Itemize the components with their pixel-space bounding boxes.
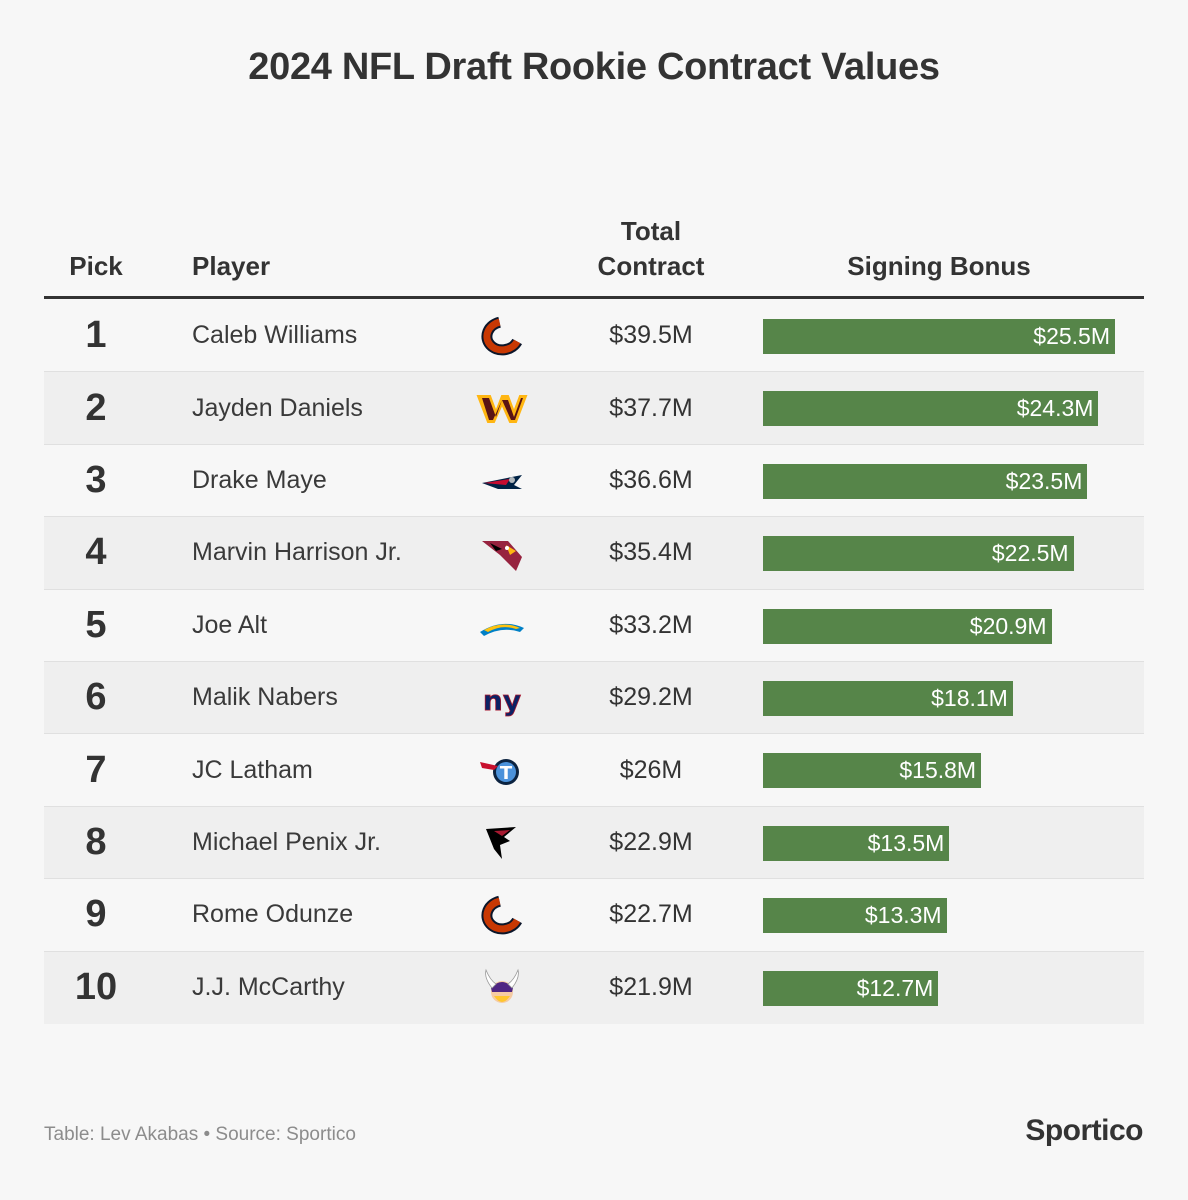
pick-number: 6 bbox=[85, 676, 107, 719]
cardinals-logo-icon bbox=[476, 531, 528, 575]
header-signing-bonus: Signing Bonus bbox=[847, 251, 1031, 281]
signing-bonus-bar: $24.3M bbox=[763, 391, 1099, 427]
table-row: 3 Drake Maye $36.6M $23.5M bbox=[44, 445, 1144, 518]
pick-number: 5 bbox=[85, 603, 107, 646]
signing-bonus-bar: $13.5M bbox=[763, 825, 950, 861]
patriots-logo-icon bbox=[476, 459, 528, 503]
table-row: 7 JC Latham T $26M $15.8M bbox=[44, 734, 1144, 807]
signing-bonus-bar: $18.1M bbox=[763, 680, 1013, 716]
player-name: Joe Alt bbox=[192, 610, 268, 639]
giants-logo-icon: ny bbox=[476, 676, 528, 720]
signing-bonus-bar: $15.8M bbox=[763, 753, 982, 789]
signing-bonus-bar: $20.9M bbox=[763, 608, 1052, 644]
player-name: Rome Odunze bbox=[192, 900, 354, 929]
pick-number: 2 bbox=[85, 386, 107, 429]
signing-bonus-bar: $13.3M bbox=[763, 898, 947, 934]
header-player: Player bbox=[192, 251, 271, 281]
table-body: 1 Caleb Williams $39.5M $25.5M 2 Jayden Danie… bbox=[44, 300, 1144, 1024]
table-row: 8 Michael Penix Jr. $22.9M $13.5M bbox=[44, 806, 1144, 880]
signing-bonus-label: $25.5M bbox=[1033, 323, 1110, 349]
falcons-logo-icon bbox=[476, 821, 528, 865]
total-contract-value: $33.2M bbox=[609, 610, 693, 639]
total-contract-value: $29.2M bbox=[609, 683, 693, 712]
footer-credit: Table: Lev Akabas • Source: Sportico bbox=[44, 1124, 356, 1145]
player-name: Drake Maye bbox=[192, 465, 327, 494]
pick-number: 8 bbox=[85, 820, 107, 863]
chargers-logo-icon bbox=[476, 604, 528, 648]
player-name: J.J. McCarthy bbox=[192, 973, 345, 1002]
header-rule bbox=[44, 296, 1144, 299]
titans-logo-icon: T bbox=[476, 748, 528, 792]
signing-bonus-label: $13.5M bbox=[867, 829, 945, 856]
header-total-contract: Total Contract bbox=[566, 214, 736, 284]
pick-number: 9 bbox=[85, 893, 107, 936]
signing-bonus-bar: $22.5M bbox=[763, 536, 1074, 572]
table-row: 1 Caleb Williams $39.5M $25.5M bbox=[44, 300, 1144, 373]
total-contract-value: $22.7M bbox=[609, 900, 693, 929]
vikings-logo-icon bbox=[476, 966, 528, 1010]
pick-number: 7 bbox=[85, 748, 107, 791]
signing-bonus-label: $22.5M bbox=[991, 540, 1069, 567]
signing-bonus-label: $18.1M bbox=[931, 684, 1008, 711]
bears-logo-icon bbox=[476, 893, 528, 937]
total-contract-value: $21.9M bbox=[609, 973, 693, 1002]
signing-bonus-label: $13.3M bbox=[864, 902, 942, 929]
player-name: JC Latham bbox=[192, 755, 313, 784]
bears-logo-icon bbox=[476, 314, 528, 358]
player-name: Marvin Harrison Jr. bbox=[192, 538, 402, 567]
player-name: Caleb Williams bbox=[192, 321, 358, 350]
signing-bonus-label: $12.7M bbox=[856, 974, 934, 1001]
brand-logo: Sportico bbox=[1025, 1114, 1143, 1147]
chart-title: 2024 NFL Draft Rookie Contract Values bbox=[248, 46, 940, 88]
pick-number: 10 bbox=[74, 966, 118, 1009]
signing-bonus-bar: $23.5M bbox=[763, 463, 1088, 499]
total-contract-value: $26M bbox=[619, 755, 683, 784]
table-row: 5 Joe Alt $33.2M $20.9M bbox=[44, 590, 1144, 662]
signing-bonus-bar: $25.5M bbox=[763, 319, 1115, 354]
svg-text:T: T bbox=[500, 763, 513, 784]
pick-number: 3 bbox=[85, 458, 107, 501]
player-name: Malik Nabers bbox=[192, 683, 338, 712]
signing-bonus-label: $20.9M bbox=[969, 612, 1047, 639]
svg-text:ny: ny bbox=[483, 684, 521, 717]
total-contract-value: $22.9M bbox=[609, 827, 693, 856]
total-contract-value: $39.5M bbox=[609, 321, 693, 350]
header-pick: Pick bbox=[69, 251, 123, 281]
player-name: Jayden Daniels bbox=[192, 393, 363, 422]
player-name: Michael Penix Jr. bbox=[192, 827, 381, 856]
signing-bonus-label: $23.5M bbox=[1005, 467, 1083, 494]
total-contract-value: $36.6M bbox=[609, 465, 693, 494]
table-row: 4 Marvin Harrison Jr. $35.4M $22.5M bbox=[44, 517, 1144, 590]
total-contract-value: $37.7M bbox=[609, 393, 693, 422]
table-row: 9 Rome Odunze $22.7M $13.3M bbox=[44, 879, 1144, 952]
table-row: 10 J.J. McCarthy $21.9M $12.7M bbox=[44, 951, 1144, 1024]
signing-bonus-label: $15.8M bbox=[899, 757, 977, 784]
signing-bonus-label: $24.3M bbox=[1016, 395, 1094, 422]
header-total-line2: Contract bbox=[597, 251, 705, 281]
signing-bonus-bar: $12.7M bbox=[763, 970, 939, 1006]
header-total-line1: Total bbox=[620, 216, 682, 246]
table-row: 2 Jayden Daniels $37.7M $24.3M bbox=[44, 372, 1144, 445]
pick-number: 4 bbox=[85, 531, 107, 574]
pick-number: 1 bbox=[85, 314, 107, 357]
table-row: 6 Malik Nabers ny $29.2M $18.1M bbox=[44, 661, 1144, 735]
total-contract-value: $35.4M bbox=[609, 538, 693, 567]
commanders-logo-icon bbox=[476, 386, 528, 430]
